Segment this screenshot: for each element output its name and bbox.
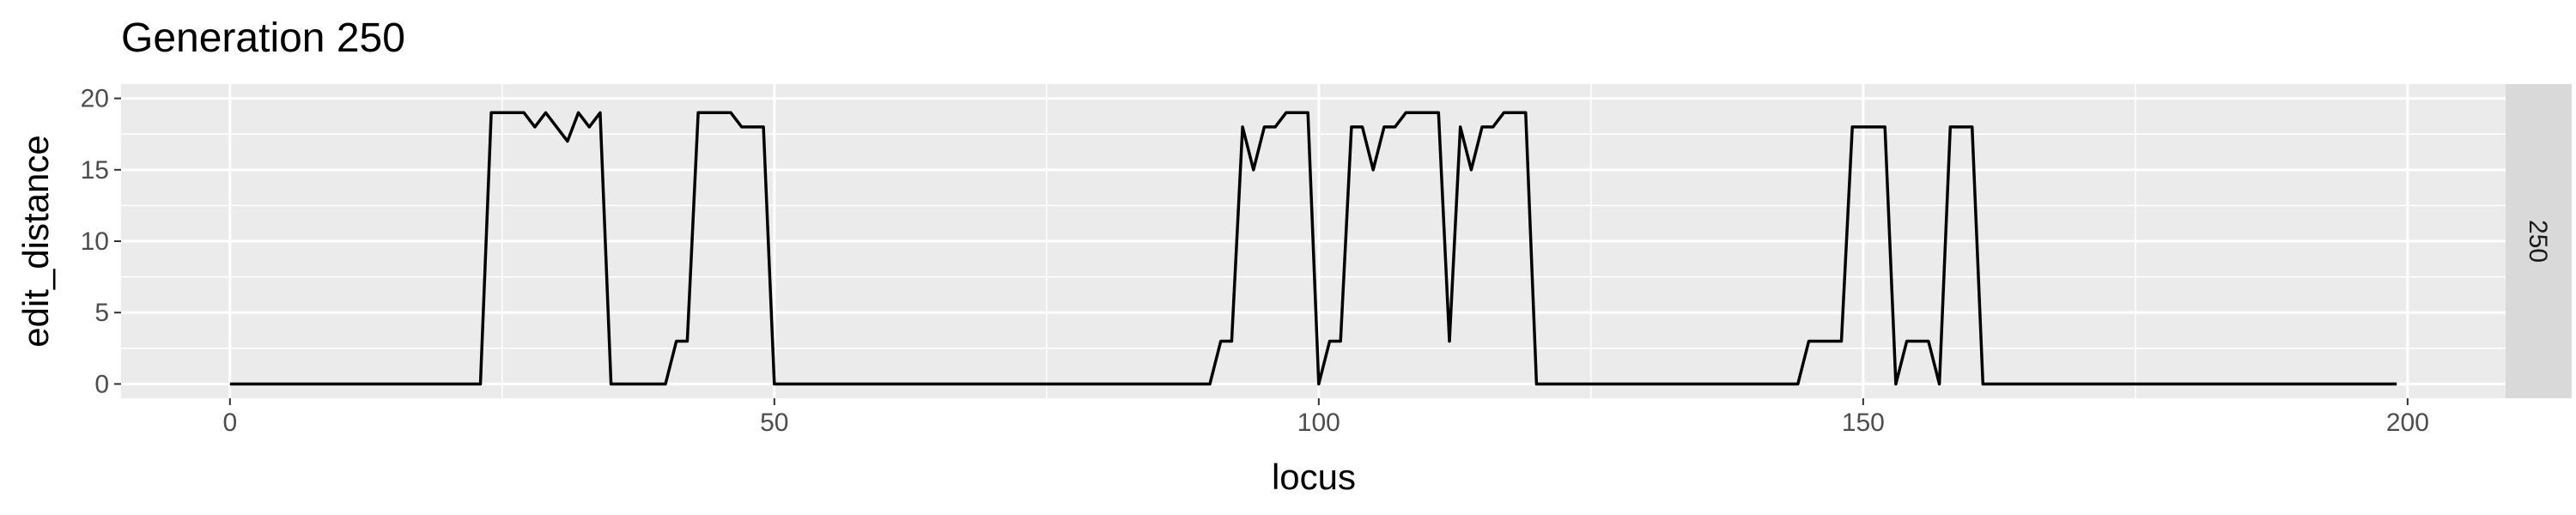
x-axis-title: locus [1272,457,1356,497]
y-axis-ticks: 0 5 10 15 20 [81,85,121,398]
x-tick-label: 50 [760,409,788,437]
x-tick-label: 100 [1297,409,1340,437]
y-tick-label: 10 [81,227,109,256]
y-tick-label: 20 [81,85,109,113]
y-tick-label: 15 [81,156,109,185]
y-axis-title: edit_distance [15,135,56,348]
facet-strip [2506,84,2572,398]
series-line [229,111,2397,386]
y-tick-label: 5 [94,299,109,327]
chart-title: Generation 250 [121,15,405,61]
major-gridlines [121,84,2506,398]
x-tick-label: 0 [222,409,237,437]
x-tick-label: 150 [1842,409,1885,437]
x-axis-ticks: 0 50 100 150 200 [222,398,2429,437]
y-tick-label: 0 [94,370,109,398]
facet-strip-label: 250 [2524,220,2552,263]
x-tick-label: 200 [2386,409,2429,437]
